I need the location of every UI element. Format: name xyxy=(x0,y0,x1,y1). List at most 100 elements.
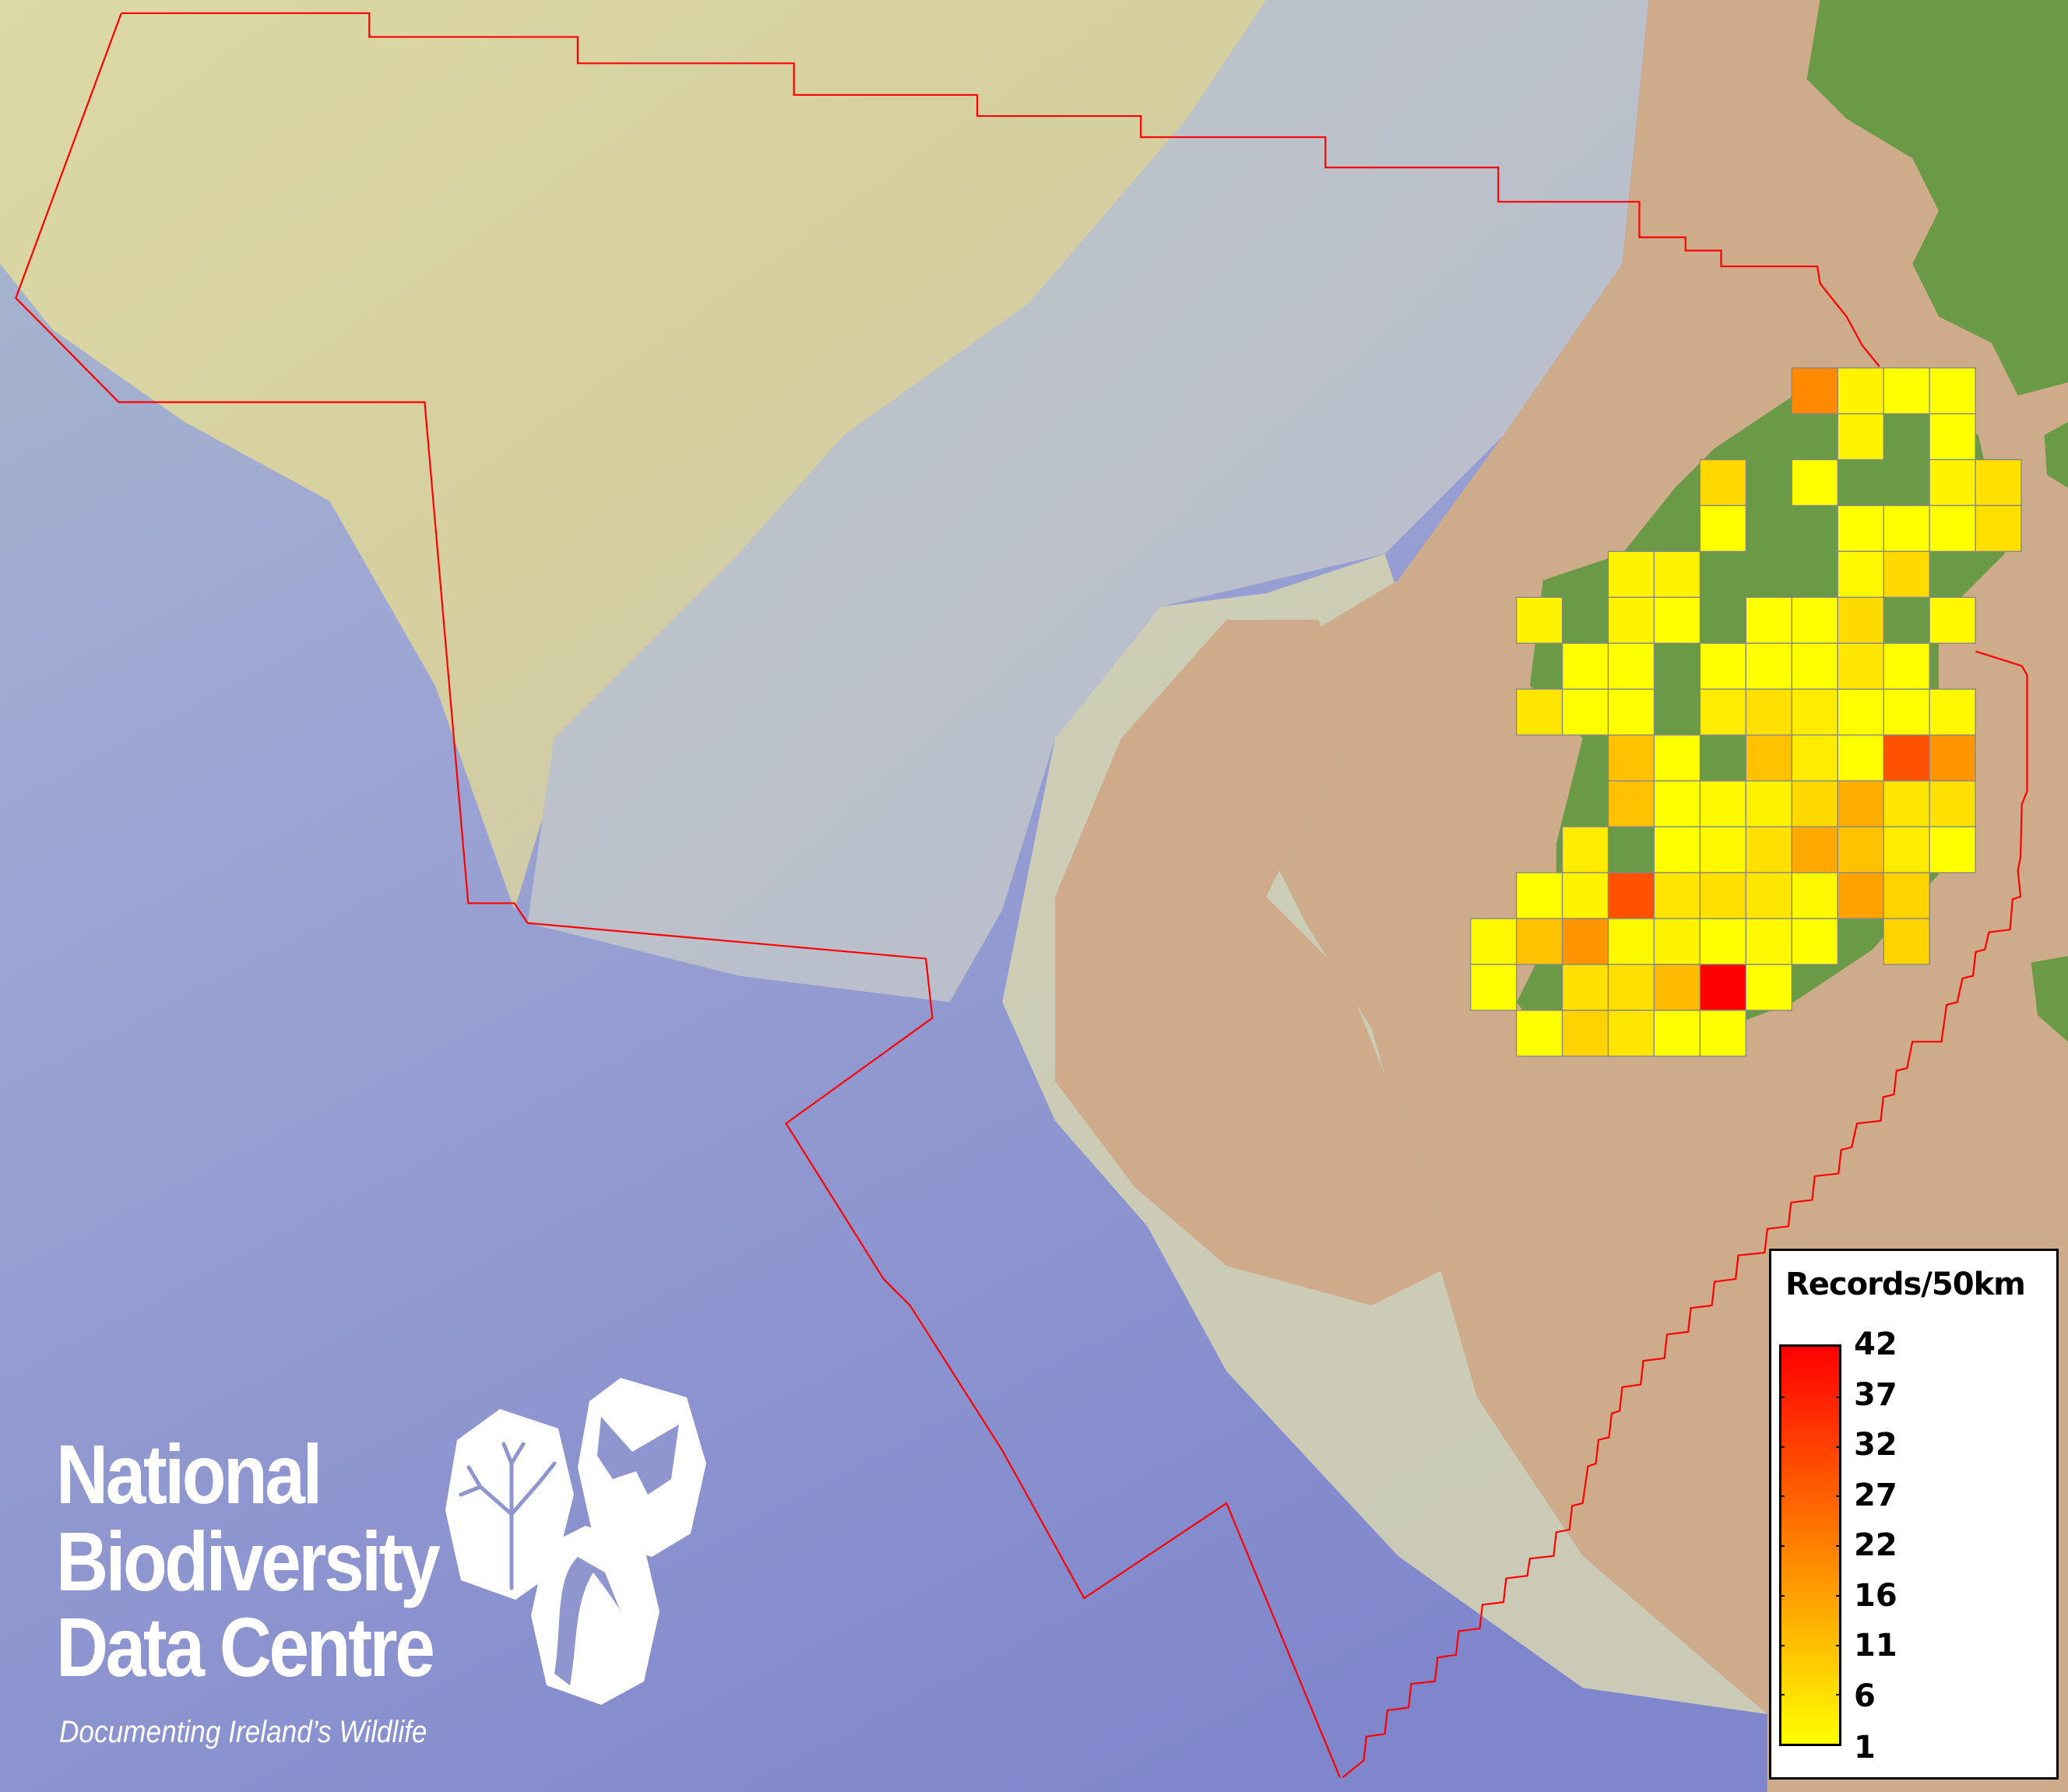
grid-cell xyxy=(1837,688,1884,736)
grid-cell xyxy=(1653,872,1701,919)
grid-cell xyxy=(1837,413,1884,461)
grid-cell xyxy=(1653,826,1701,873)
grid-cell xyxy=(1699,918,1747,965)
grid-cell xyxy=(1469,918,1518,965)
grid-cell xyxy=(1883,734,1930,782)
grid-cell xyxy=(1607,918,1655,965)
seahorse-icon xyxy=(531,1526,659,1705)
grid-cell xyxy=(1883,688,1930,736)
grid-cell xyxy=(1653,734,1701,782)
grid-cell xyxy=(1745,688,1792,736)
grid-cell xyxy=(1883,550,1930,599)
grid-cell xyxy=(1561,826,1609,873)
grid-cell xyxy=(1653,964,1701,1011)
grid-cell xyxy=(1883,504,1930,553)
tree-icon xyxy=(445,1409,574,1600)
grid-cell xyxy=(1837,734,1884,782)
grid-cell xyxy=(1653,596,1701,644)
legend-label: 22 xyxy=(1854,1527,1897,1563)
grid-cell xyxy=(1837,780,1884,827)
grid-cell xyxy=(1745,780,1792,827)
grid-cell xyxy=(1607,734,1655,782)
grid-cell xyxy=(1929,413,1976,461)
grid-cell xyxy=(1837,872,1884,919)
grid-cell xyxy=(1791,367,1838,415)
grid-cell xyxy=(1561,688,1609,736)
grid-cell xyxy=(1929,826,1976,873)
grid-cell xyxy=(1883,367,1930,415)
grid-cell xyxy=(1515,1010,1563,1057)
grid-cell xyxy=(1929,504,1976,553)
grid-cell xyxy=(1929,596,1976,644)
grid-cell xyxy=(1837,826,1884,873)
grid-cell xyxy=(1791,688,1838,736)
grid-cell xyxy=(1929,688,1976,736)
grid-cell xyxy=(1975,504,2022,553)
land-isle-of-man xyxy=(2044,422,2068,488)
grid-cell xyxy=(1745,596,1792,644)
grid-cell xyxy=(1653,550,1701,599)
grid-cell xyxy=(1469,964,1518,1011)
grid-cell xyxy=(1699,459,1747,507)
grid-cell xyxy=(1515,872,1563,919)
grid-cell xyxy=(1699,826,1747,873)
grid-cell xyxy=(1699,504,1747,553)
grid-cell xyxy=(1883,780,1930,827)
legend-label: 32 xyxy=(1854,1427,1897,1463)
legend-label: 27 xyxy=(1854,1477,1897,1513)
grid-cell xyxy=(1837,596,1884,644)
porcupine-seabight xyxy=(1055,620,1451,1305)
legend-panel: Records/50km 42 37 32 27 22 16 11 6 1 xyxy=(1769,1249,2059,1780)
grid-cell xyxy=(1929,780,1976,827)
grid-cell xyxy=(1515,688,1563,736)
grid-cell xyxy=(1929,459,1976,507)
rockall-plateau xyxy=(0,0,1267,910)
eez-boundary-line-east xyxy=(1342,650,2028,1779)
rockall-trough xyxy=(527,0,1649,1003)
grid-cell xyxy=(1791,642,1838,690)
legend-title: Records/50km xyxy=(1785,1267,2026,1302)
grid-cell xyxy=(1745,964,1792,1011)
grid-cell xyxy=(1561,964,1609,1011)
butterfly-icon xyxy=(578,1378,706,1557)
grid-cell xyxy=(1791,459,1838,507)
grid-cell xyxy=(1607,780,1655,827)
grid-cell xyxy=(1607,550,1655,599)
grid-cell xyxy=(1837,367,1884,415)
grid-cell xyxy=(1837,642,1884,690)
legend-label: 6 xyxy=(1854,1678,1876,1714)
logo-line-data-centre: Data Centre xyxy=(56,1600,435,1694)
logo-hexagons xyxy=(445,1378,706,1705)
grid-cell xyxy=(1561,642,1609,690)
grid-cell xyxy=(1699,642,1747,690)
grid-cell xyxy=(1745,918,1792,965)
grid-cell xyxy=(1791,596,1838,644)
grid-cell xyxy=(1883,872,1930,919)
legend-color-bar xyxy=(1779,1344,1841,1746)
legend-label: 1 xyxy=(1854,1730,1876,1766)
grid-cell xyxy=(1653,1010,1701,1057)
grid-cell xyxy=(1699,1010,1747,1057)
grid-cell xyxy=(1607,688,1655,736)
logo-line-biodiversity: Biodiversity xyxy=(56,1514,441,1608)
grid-cell xyxy=(1607,964,1655,1011)
grid-cell xyxy=(1929,734,1976,782)
grid-cell xyxy=(1745,642,1792,690)
grid-cell xyxy=(1561,918,1609,965)
grid-cell xyxy=(1653,918,1701,965)
grid-cell xyxy=(1653,780,1701,827)
records-grid xyxy=(1469,367,2022,1057)
grid-cell xyxy=(1745,734,1792,782)
grid-cell xyxy=(1561,1010,1609,1057)
grid-cell xyxy=(1607,872,1655,919)
legend-label: 37 xyxy=(1854,1376,1897,1413)
grid-cell xyxy=(1607,642,1655,690)
grid-cell xyxy=(1699,964,1747,1011)
grid-cell xyxy=(1699,780,1747,827)
grid-cell xyxy=(1607,1010,1655,1057)
grid-cell xyxy=(1791,734,1838,782)
grid-cell xyxy=(1699,688,1747,736)
grid-cell xyxy=(1929,367,1976,415)
grid-cell xyxy=(1837,550,1884,599)
